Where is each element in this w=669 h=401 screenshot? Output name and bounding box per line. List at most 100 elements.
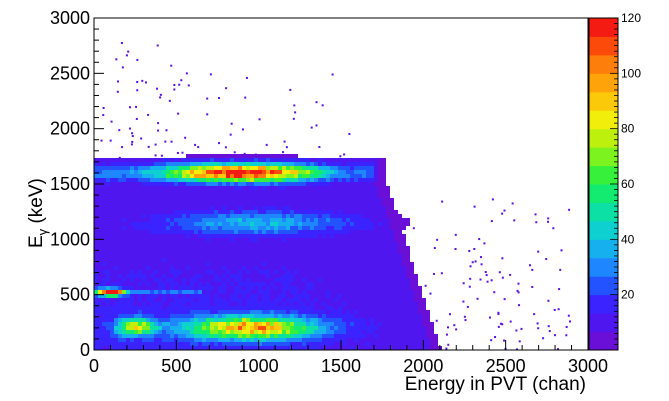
heatmap-cell (382, 294, 386, 298)
heatmap-cell (174, 266, 178, 270)
heatmap-cell (254, 342, 258, 346)
heatmap-cell (266, 246, 270, 250)
heatmap-cell (258, 178, 262, 182)
heatmap-cell (130, 326, 134, 330)
heatmap-cell (382, 178, 386, 182)
heatmap-cell (170, 186, 174, 190)
heatmap-cell (270, 170, 274, 174)
heatmap-cell (294, 162, 298, 166)
heatmap-cell (294, 242, 298, 246)
heatmap-cell (386, 310, 390, 314)
heatmap-cell (146, 282, 150, 286)
heatmap-cell (350, 310, 354, 314)
heatmap-cell (282, 194, 286, 198)
heatmap-cell (158, 286, 162, 290)
heatmap-cell (94, 206, 98, 210)
heatmap-cell (262, 250, 266, 254)
heatmap-cell (382, 158, 386, 162)
heatmap-cell (214, 222, 218, 226)
heatmap-cell (198, 258, 202, 262)
heatmap-cell (214, 154, 218, 158)
heatmap-cell (134, 174, 138, 178)
heatmap-cell (254, 182, 258, 186)
heatmap-cell (226, 262, 230, 266)
heatmap-cell (98, 226, 102, 230)
sparse-point (509, 320, 512, 323)
heatmap-cell (306, 214, 310, 218)
heatmap-cell (302, 326, 306, 330)
heatmap-cell (330, 254, 334, 258)
heatmap-cell (242, 334, 246, 338)
heatmap-cell (330, 210, 334, 214)
heatmap-cell (254, 346, 258, 350)
heatmap-cell (158, 330, 162, 334)
heatmap-cell (414, 330, 418, 334)
heatmap-cell (242, 330, 246, 334)
heatmap-cell (310, 182, 314, 186)
sparse-point (136, 89, 139, 92)
heatmap-cell (238, 170, 242, 174)
heatmap-cell (350, 322, 354, 326)
heatmap-cell (242, 326, 246, 330)
heatmap-cell (118, 294, 122, 298)
heatmap-cell (118, 234, 122, 238)
heatmap-cell (258, 162, 262, 166)
heatmap-cell (146, 158, 150, 162)
heatmap-cell (94, 238, 98, 242)
heatmap-cell (306, 266, 310, 270)
heatmap-cell (254, 210, 258, 214)
heatmap-cell (358, 214, 362, 218)
heatmap-cell (182, 242, 186, 246)
heatmap-cell (102, 326, 106, 330)
heatmap-cell (350, 334, 354, 338)
heatmap-cell (206, 314, 210, 318)
heatmap-cell (238, 182, 242, 186)
heatmap-cell (318, 282, 322, 286)
heatmap-cell (266, 278, 270, 282)
heatmap-cell (242, 302, 246, 306)
heatmap-cell (302, 346, 306, 350)
heatmap-cell (306, 318, 310, 322)
heatmap-cell (274, 326, 278, 330)
heatmap-cell (230, 298, 234, 302)
heatmap-cell (346, 218, 350, 222)
heatmap-cell (370, 210, 374, 214)
heatmap-cell (250, 290, 254, 294)
heatmap-cell (202, 302, 206, 306)
heatmap-cell (234, 242, 238, 246)
heatmap-cell (210, 170, 214, 174)
heatmap-cell (290, 258, 294, 262)
heatmap-cell (218, 214, 222, 218)
sparse-point (141, 79, 144, 82)
heatmap-cell (126, 190, 130, 194)
heatmap-cell (166, 314, 170, 318)
heatmap-cell (170, 302, 174, 306)
heatmap-cell (258, 270, 262, 274)
heatmap-cell (186, 234, 190, 238)
heatmap-cell (110, 278, 114, 282)
heatmap-cell (258, 234, 262, 238)
heatmap-cell (154, 250, 158, 254)
heatmap-cell (122, 234, 126, 238)
heatmap-cell (298, 214, 302, 218)
heatmap-cell (210, 166, 214, 170)
heatmap-cell (154, 222, 158, 226)
heatmap-cell (170, 278, 174, 282)
heatmap-cell (174, 334, 178, 338)
heatmap-cell (266, 178, 270, 182)
heatmap-cell (154, 258, 158, 262)
heatmap-cell (114, 226, 118, 230)
colorbar-tick-label: 60 (621, 177, 635, 191)
heatmap-cell (190, 258, 194, 262)
heatmap-cell (230, 234, 234, 238)
heatmap-cell (230, 186, 234, 190)
heatmap-cell (202, 194, 206, 198)
heatmap-cell (246, 178, 250, 182)
heatmap-cell (146, 302, 150, 306)
heatmap-cell (246, 290, 250, 294)
heatmap-cell (146, 314, 150, 318)
heatmap-cell (362, 346, 366, 350)
heatmap-cell (182, 186, 186, 190)
heatmap-cell (366, 278, 370, 282)
heatmap-cell (94, 234, 98, 238)
